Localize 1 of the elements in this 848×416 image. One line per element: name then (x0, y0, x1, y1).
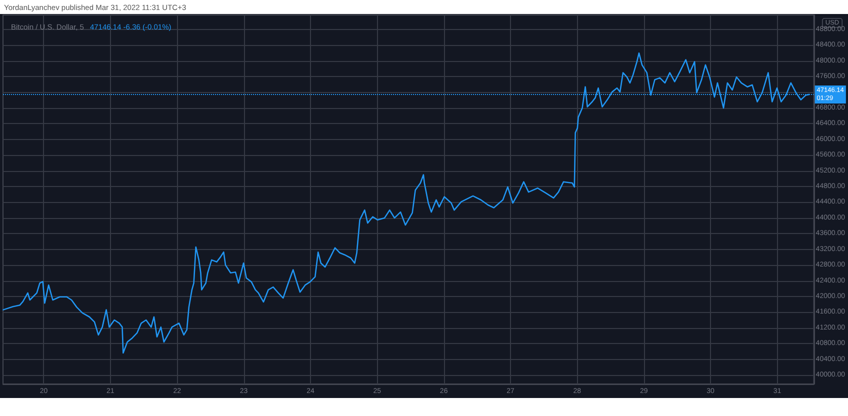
line-series (2, 52, 810, 354)
